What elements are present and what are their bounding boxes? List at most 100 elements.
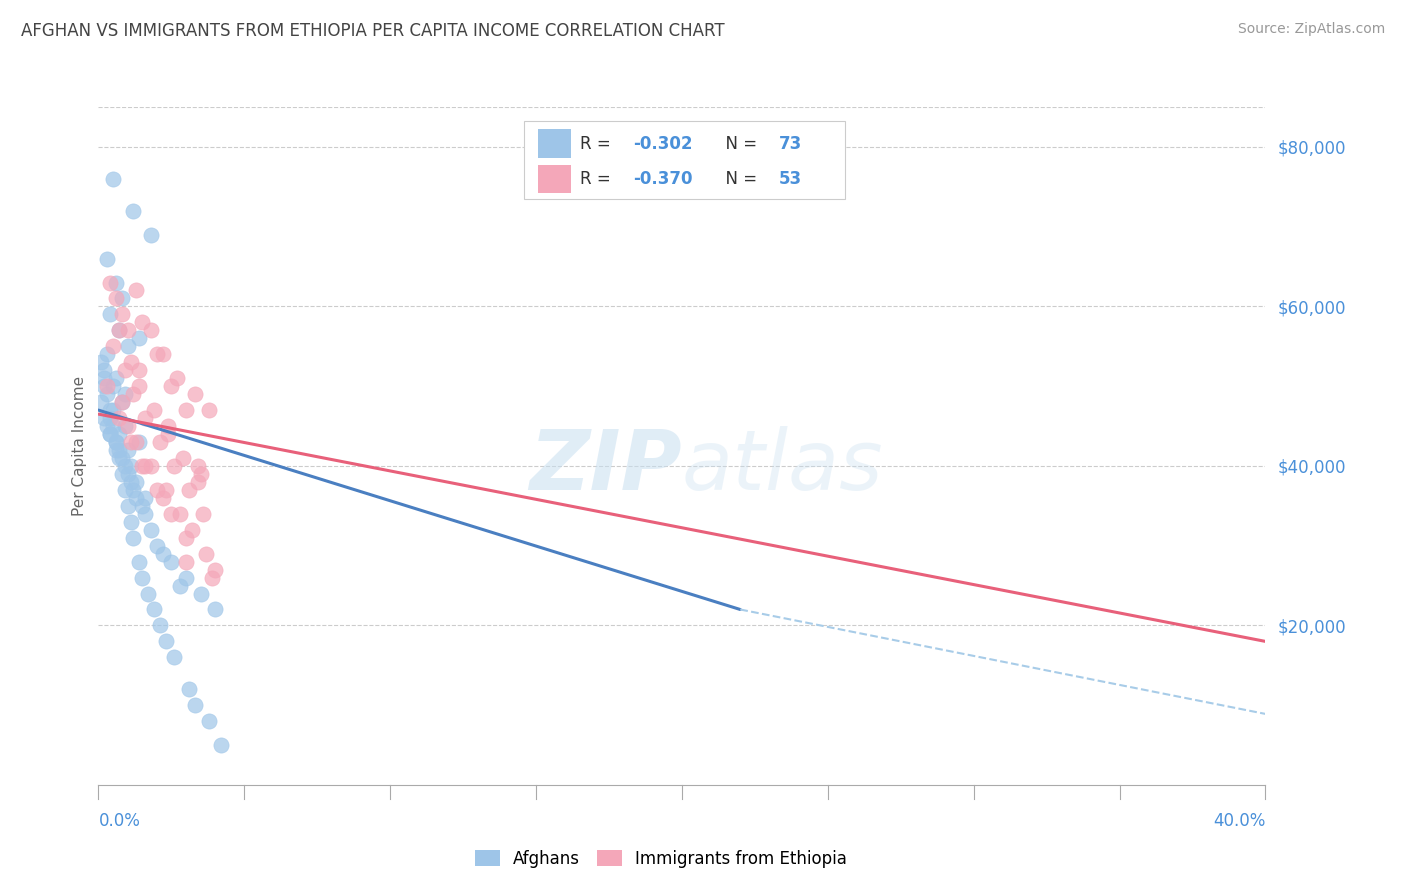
Point	[142, 602, 165, 616]
Point	[160, 507, 183, 521]
Point	[187, 475, 209, 489]
Point	[93, 371, 115, 385]
Point	[139, 323, 162, 337]
Point	[146, 347, 169, 361]
Point	[108, 450, 131, 465]
Point	[108, 323, 131, 337]
Point	[157, 419, 180, 434]
Point	[90, 355, 112, 369]
Point	[98, 411, 121, 425]
Point	[101, 171, 124, 186]
Point	[111, 395, 134, 409]
Point	[190, 467, 212, 481]
Point	[131, 458, 153, 473]
Point	[104, 435, 127, 450]
Point	[108, 323, 131, 337]
Point	[163, 650, 186, 665]
Point	[104, 371, 127, 385]
Point	[122, 483, 145, 497]
Point	[193, 507, 215, 521]
Point	[117, 499, 139, 513]
Point	[104, 292, 127, 306]
Point	[104, 276, 127, 290]
Point	[93, 379, 115, 393]
Point	[101, 379, 124, 393]
Point	[98, 307, 121, 321]
Point	[177, 483, 200, 497]
Point	[183, 387, 205, 401]
Point	[120, 475, 142, 489]
Point	[166, 371, 188, 385]
Point	[104, 435, 127, 450]
Point	[108, 442, 131, 457]
Point	[98, 427, 121, 442]
Point	[125, 475, 148, 489]
Point	[198, 714, 221, 728]
Point	[93, 411, 115, 425]
Point	[98, 276, 121, 290]
Point	[120, 458, 142, 473]
Point	[111, 292, 134, 306]
Point	[122, 387, 145, 401]
Point	[128, 555, 150, 569]
Point	[117, 467, 139, 481]
Point	[128, 331, 150, 345]
Point	[131, 315, 153, 329]
Point	[195, 547, 218, 561]
Point	[114, 483, 136, 497]
Text: ZIP: ZIP	[529, 425, 682, 507]
Point	[96, 419, 118, 434]
Point	[125, 491, 148, 505]
Point	[111, 450, 134, 465]
Point	[120, 435, 142, 450]
Point	[98, 403, 121, 417]
Point	[131, 571, 153, 585]
Text: Source: ZipAtlas.com: Source: ZipAtlas.com	[1237, 22, 1385, 37]
Text: 0.0%: 0.0%	[98, 812, 141, 830]
Point	[108, 411, 131, 425]
Point	[96, 347, 118, 361]
Point	[174, 403, 197, 417]
Point	[172, 450, 194, 465]
Point	[152, 491, 174, 505]
Text: AFGHAN VS IMMIGRANTS FROM ETHIOPIA PER CAPITA INCOME CORRELATION CHART: AFGHAN VS IMMIGRANTS FROM ETHIOPIA PER C…	[21, 22, 724, 40]
Point	[155, 483, 177, 497]
Point	[96, 387, 118, 401]
Point	[117, 323, 139, 337]
Point	[128, 379, 150, 393]
Text: atlas: atlas	[682, 425, 883, 507]
Point	[111, 395, 134, 409]
Point	[149, 435, 172, 450]
Point	[128, 435, 150, 450]
Point	[96, 252, 118, 266]
Point	[131, 499, 153, 513]
Point	[104, 442, 127, 457]
Text: 40.0%: 40.0%	[1213, 812, 1265, 830]
Legend: Afghans, Immigrants from Ethiopia: Afghans, Immigrants from Ethiopia	[468, 844, 853, 875]
Point	[101, 403, 124, 417]
Point	[117, 419, 139, 434]
Point	[152, 547, 174, 561]
Point	[114, 387, 136, 401]
Point	[187, 458, 209, 473]
Point	[177, 682, 200, 697]
Text: R =: R =	[581, 169, 616, 188]
Point	[204, 602, 226, 616]
Point	[174, 531, 197, 545]
Point	[120, 355, 142, 369]
Text: 53: 53	[779, 169, 801, 188]
Point	[120, 515, 142, 529]
Point	[146, 483, 169, 497]
Text: N =: N =	[714, 169, 762, 188]
Point	[128, 363, 150, 377]
Point	[101, 419, 124, 434]
Y-axis label: Per Capita Income: Per Capita Income	[72, 376, 87, 516]
Point	[108, 427, 131, 442]
Point	[111, 307, 134, 321]
Point	[139, 458, 162, 473]
Point	[174, 571, 197, 585]
Point	[180, 523, 202, 537]
Point	[101, 339, 124, 353]
Point	[183, 698, 205, 713]
Point	[122, 531, 145, 545]
